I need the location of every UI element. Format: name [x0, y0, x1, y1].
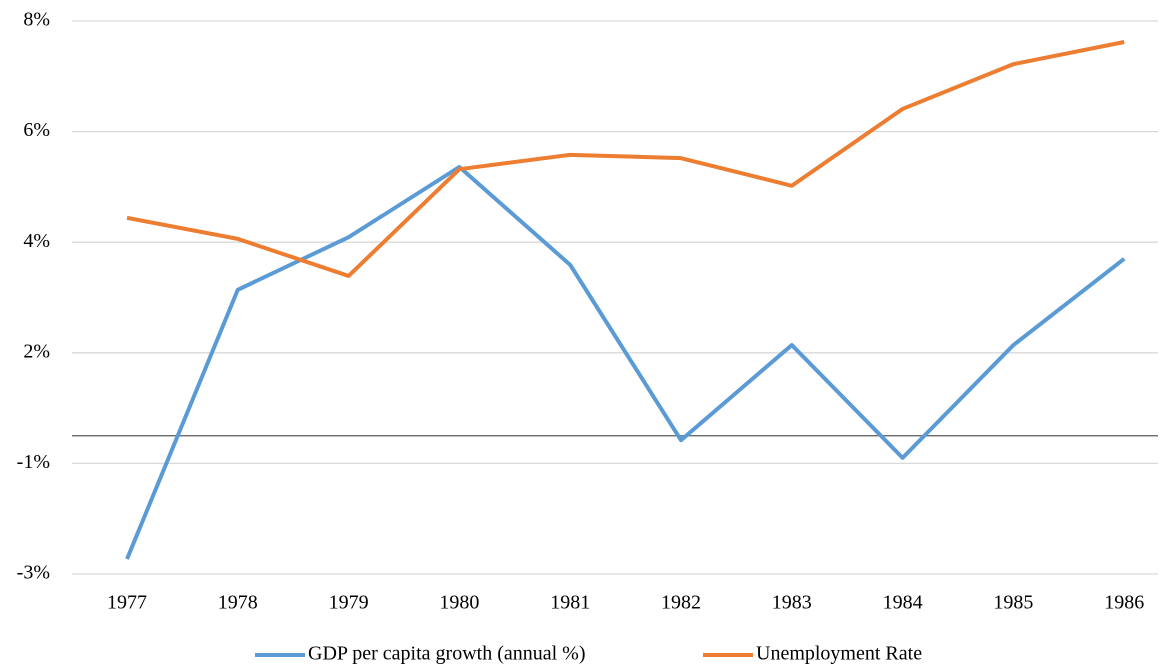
series-line [125, 164, 1126, 560]
x-tick-label: 1979 [329, 592, 369, 614]
x-tick-label: 1978 [218, 592, 258, 614]
y-tick-label: -1% [17, 451, 50, 473]
y-tick-label: -3% [17, 562, 50, 584]
x-tick-label: 1981 [550, 592, 590, 614]
x-tick-label: 1977 [107, 592, 147, 614]
x-tick-label: 1985 [993, 592, 1033, 614]
y-tick-label: 8% [23, 9, 50, 31]
x-tick-label: 1982 [661, 592, 701, 614]
y-tick-label: 2% [23, 340, 50, 362]
x-tick-label: 1984 [883, 592, 923, 614]
legend-label: GDP per capita growth (annual %) [308, 643, 586, 665]
y-tick-label: 4% [23, 230, 50, 252]
y-tick-label: 6% [23, 119, 50, 141]
x-tick-label: 1980 [439, 592, 479, 614]
x-tick-label: 1983 [772, 592, 812, 614]
x-tick-label: 1986 [1104, 592, 1144, 614]
legend-label: Unemployment Rate [756, 643, 922, 665]
series-line [126, 40, 1125, 278]
